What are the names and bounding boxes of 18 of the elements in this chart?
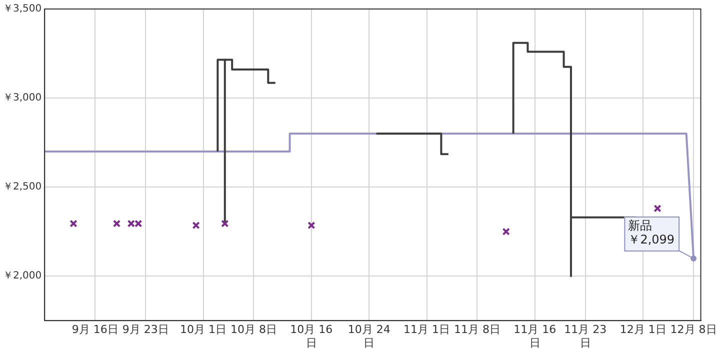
x-tick-label: 10月 16日 <box>290 323 333 350</box>
x-tick-label: 10月 24日 <box>348 323 390 350</box>
x-tick-label: 9月 16日 <box>72 323 118 336</box>
x-tick-label: 12月 8日 <box>670 323 717 336</box>
y-tick-label: ￥2,000 <box>2 270 42 282</box>
x-tick-label: 9月 23日 <box>122 323 169 336</box>
y-tick-label: ￥3,000 <box>2 92 42 104</box>
x-tick-label: 11月 8日 <box>454 323 500 336</box>
x-tick-label: 11月 1日 <box>404 323 450 336</box>
x-tick-label: 10月 1日 <box>180 323 227 336</box>
x-tick-label: 10月 8日 <box>230 323 277 336</box>
annotation: ￥2,099 <box>628 232 675 247</box>
x-tick-label: 12月 1日 <box>620 323 666 336</box>
x-tick-label: 11月 23日 <box>564 323 607 350</box>
annotation: 新品 <box>628 218 652 233</box>
y-tick-label: ￥3,500 <box>2 4 42 15</box>
x-tick-label: 11月 16日 <box>514 323 556 350</box>
y-tick-label: ￥2,500 <box>2 182 42 193</box>
